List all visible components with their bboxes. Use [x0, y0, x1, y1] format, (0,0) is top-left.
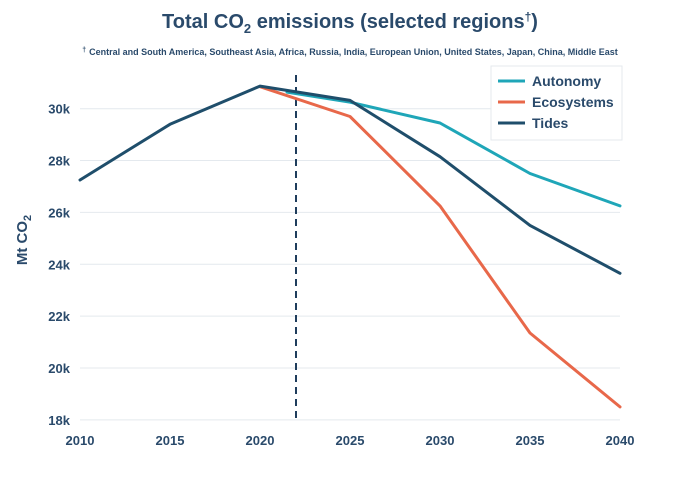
y-tick-label: 22k	[48, 309, 70, 324]
chart-subtitle: † Central and South America, Southeast As…	[82, 47, 618, 57]
y-tick-label: 28k	[48, 154, 70, 169]
chart-title-subscript: 2	[244, 21, 251, 36]
x-tick-label: 2020	[246, 433, 275, 448]
chart-subtitle-text: Central and South America, Southeast Asi…	[89, 47, 618, 57]
y-axis-title-main: Mt CO	[14, 221, 31, 265]
series-line-autonomy	[285, 90, 622, 208]
y-axis-title: Mt CO2	[14, 215, 34, 265]
x-tick-label: 2030	[426, 433, 455, 448]
chart-title-main: Total CO	[162, 11, 244, 33]
y-tick-label: 24k	[48, 257, 70, 272]
y-tick-label: 18k	[48, 413, 70, 428]
legend-label-tides: Tides	[532, 115, 569, 131]
x-tick-label: 2040	[606, 433, 635, 448]
y-axis-ticks: 18k 20k 22k 24k 26k 28k 30k	[48, 102, 70, 428]
legend-label-ecosystems: Ecosystems	[532, 94, 614, 110]
chart-subtitle-mark: †	[82, 47, 86, 54]
y-tick-label: 30k	[48, 102, 70, 117]
y-tick-label: 20k	[48, 361, 70, 376]
legend-label-autonomy: Autonomy	[532, 73, 601, 89]
x-tick-label: 2010	[66, 433, 95, 448]
chart-title-dagger: †	[525, 10, 532, 24]
x-tick-label: 2035	[516, 433, 545, 448]
gridlines	[80, 108, 620, 421]
x-tick-label: 2015	[156, 433, 185, 448]
y-tick-label: 26k	[48, 205, 70, 220]
series-line-ecosystems	[258, 85, 622, 409]
x-axis-ticks: 2010 2015 2020 2025 2030 2035 2040	[66, 433, 635, 448]
series-line-tides	[78, 84, 622, 275]
chart-title-tail: emissions (selected regions	[251, 11, 524, 33]
x-tick-label: 2025	[336, 433, 365, 448]
y-axis-title-subscript: 2	[22, 215, 34, 221]
series-layer	[78, 84, 622, 409]
chart-title-close: )	[531, 11, 538, 33]
chart-title: Total CO2 emissions (selected regions†)	[162, 10, 538, 36]
legend: Autonomy Ecosystems Tides	[490, 65, 623, 141]
